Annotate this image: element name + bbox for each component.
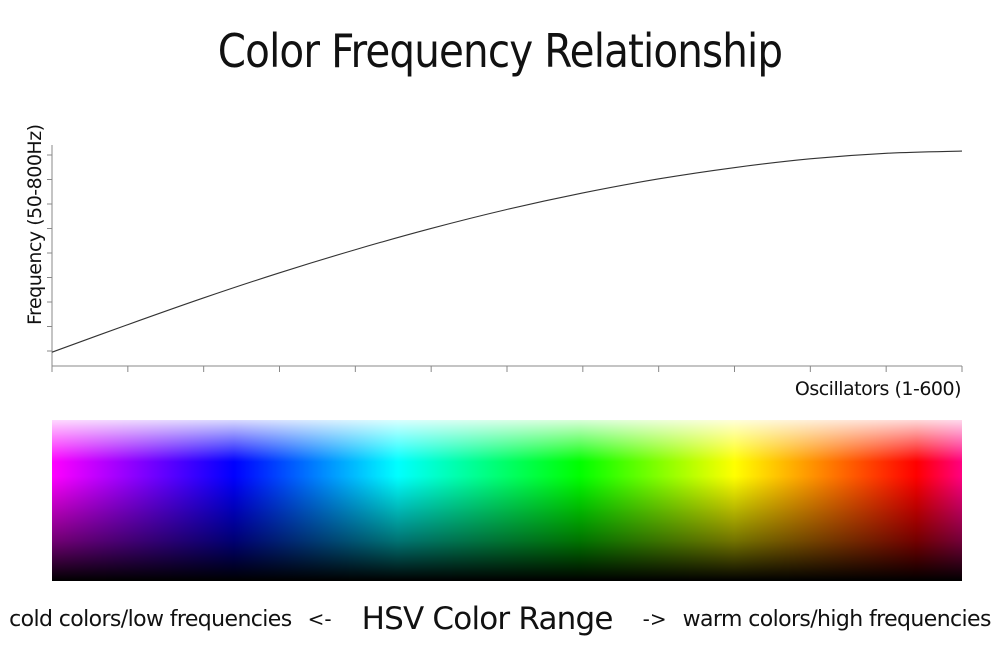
right-arrow-text: -> — [642, 607, 667, 631]
warm-colors-label: warm colors/high frequencies — [682, 606, 992, 632]
chart-axes — [51, 145, 962, 367]
cold-colors-label: cold colors/low frequencies — [9, 606, 292, 632]
y-axis-label: Frequency (50-800Hz) — [24, 124, 46, 325]
frequency-curve — [51, 150, 963, 353]
hsv-range-label: HSV Color Range — [361, 601, 614, 637]
color-range-caption: cold colors/low frequencies <- HSV Color… — [0, 594, 1000, 644]
chart-title: Color Frequency Relationship — [217, 24, 783, 78]
chart-series — [51, 150, 963, 353]
bottom-dark-fade — [52, 420, 962, 581]
left-arrow-text: <- — [307, 607, 332, 631]
chart-ticks — [47, 154, 963, 372]
x-axis-label: Oscillators (1-600) — [794, 378, 962, 400]
line-chart — [47, 145, 963, 372]
hsv-color-bar — [52, 420, 962, 581]
